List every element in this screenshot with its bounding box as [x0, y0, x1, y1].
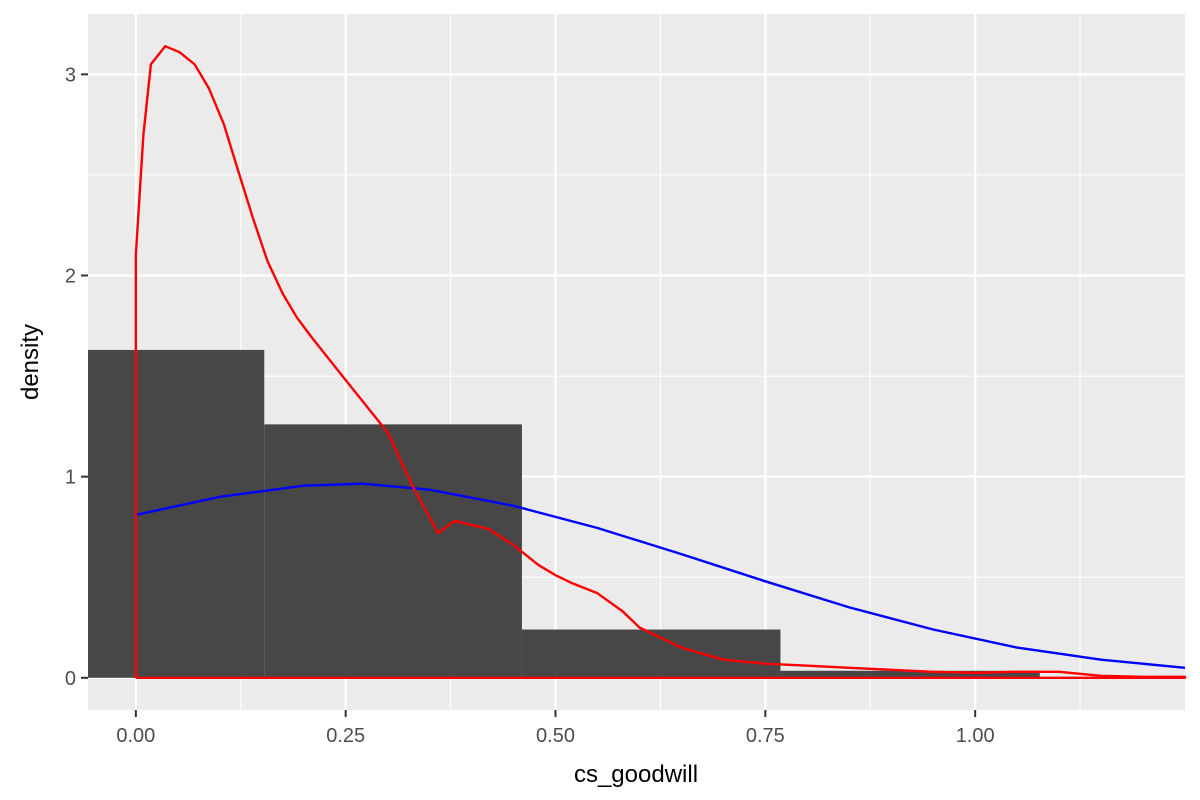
histogram-bar: [88, 349, 265, 678]
y-tick-label: 3: [65, 64, 76, 86]
y-tick-label: 0: [65, 668, 76, 690]
x-tick-label: 0.00: [116, 725, 155, 747]
x-axis-ticks: 0.00 0.25 0.50 0.75 1.00: [116, 710, 995, 747]
y-tick-label: 2: [65, 266, 76, 288]
density-line: [134, 45, 1187, 679]
histogram-bars: [88, 349, 1040, 678]
minor-gridlines: [88, 14, 1185, 710]
x-tick-label: 1.00: [956, 725, 995, 747]
x-axis-title: cs_goodwill: [574, 761, 698, 788]
histogram-bar: [521, 629, 781, 678]
histogram-bar: [264, 424, 522, 678]
x-tick-label: 0.50: [536, 725, 575, 747]
histogram-bar: [780, 670, 1040, 678]
x-tick-label: 0.25: [326, 725, 365, 747]
y-axis-ticks: 0 1 2 3: [65, 64, 88, 690]
y-tick-label: 1: [65, 467, 76, 489]
density-lines: [134, 45, 1187, 679]
density-line: [135, 482, 1186, 669]
y-axis-title: density: [17, 324, 44, 400]
x-tick-label: 0.75: [746, 725, 785, 747]
